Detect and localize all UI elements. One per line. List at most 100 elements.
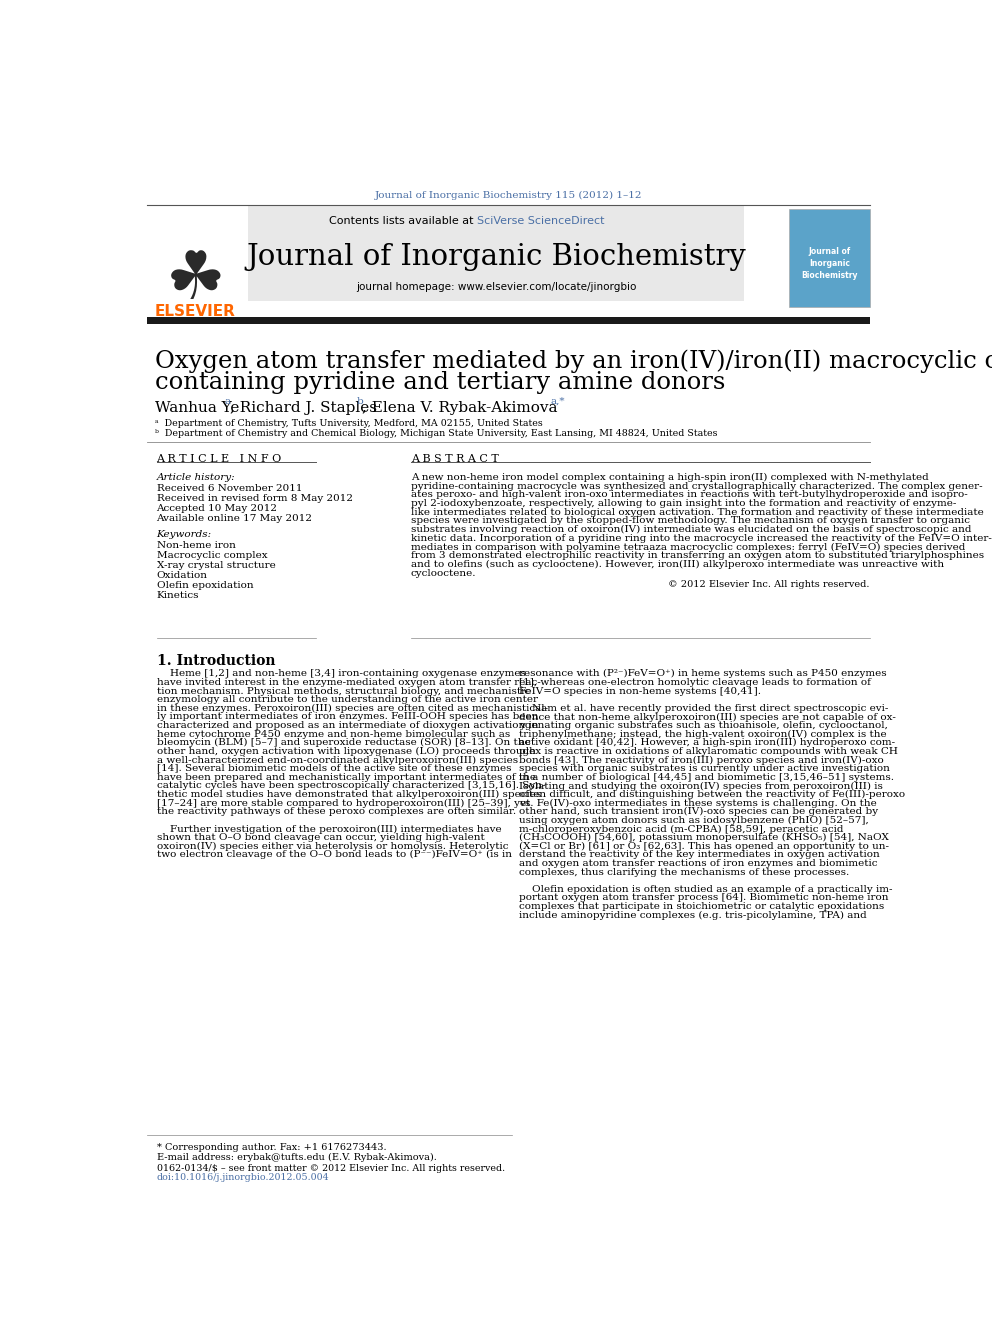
Text: Journal of Inorganic Biochemistry 115 (2012) 1–12: Journal of Inorganic Biochemistry 115 (2… [375, 191, 642, 200]
Text: Accepted 10 May 2012: Accepted 10 May 2012 [157, 504, 278, 513]
Text: X-ray crystal structure: X-ray crystal structure [157, 561, 276, 570]
Text: characterized and proposed as an intermediate of dioxygen activation in: characterized and proposed as an interme… [157, 721, 538, 730]
Text: (X=Cl or Br) [61] or O₃ [62,63]. This has opened an opportunity to un-: (X=Cl or Br) [61] or O₃ [62,63]. This ha… [519, 841, 889, 851]
Text: in a number of biological [44,45] and biomimetic [3,15,46–51] systems.: in a number of biological [44,45] and bi… [519, 773, 894, 782]
Text: Oxygen atom transfer mediated by an iron(IV)/iron(II) macrocyclic complex: Oxygen atom transfer mediated by an iron… [155, 349, 992, 373]
Text: [1], whereas one-electron homolytic cleavage leads to formation of: [1], whereas one-electron homolytic clea… [519, 677, 871, 687]
Text: ᵃ  Department of Chemistry, Tufts University, Medford, MA 02155, United States: ᵃ Department of Chemistry, Tufts Univers… [155, 419, 543, 429]
Text: A new non-heme iron model complex containing a high-spin iron(II) complexed with: A new non-heme iron model complex contai… [411, 472, 929, 482]
Text: Macrocyclic complex: Macrocyclic complex [157, 550, 267, 560]
Text: cyclooctene.: cyclooctene. [411, 569, 476, 578]
Text: bonds [43]. The reactivity of iron(III) peroxo species and iron(IV)-oxo: bonds [43]. The reactivity of iron(III) … [519, 755, 884, 765]
Text: pyridine-containing macrocycle was synthesized and crystallographically characte: pyridine-containing macrocycle was synth… [411, 482, 982, 491]
Text: species with organic substrates is currently under active investigation: species with organic substrates is curre… [519, 765, 890, 773]
Text: ᵇ  Department of Chemistry and Chemical Biology, Michigan State University, East: ᵇ Department of Chemistry and Chemical B… [155, 429, 717, 438]
Text: and to olefins (such as cyclooctene). However, iron(III) alkylperoxo intermediat: and to olefins (such as cyclooctene). Ho… [411, 560, 943, 569]
Text: ELSEVIER: ELSEVIER [155, 303, 236, 319]
Text: include aminopyridine complexes (e.g. tris-picolylamine, TPA) and: include aminopyridine complexes (e.g. tr… [519, 910, 867, 919]
Bar [147, 209, 244, 308]
Text: , Elena V. Rybak-Akimova: , Elena V. Rybak-Akimova [362, 401, 558, 414]
Text: tion mechanism. Physical methods, structural biology, and mechanistic: tion mechanism. Physical methods, struct… [157, 687, 530, 696]
Text: Olefin epoxidation is often studied as an example of a practically im-: Olefin epoxidation is often studied as a… [519, 885, 893, 894]
Text: Nam et al. have recently provided the first direct spectroscopic evi-: Nam et al. have recently provided the fi… [519, 704, 889, 713]
Text: A B S T R A C T: A B S T R A C T [411, 454, 499, 463]
Text: Oxidation: Oxidation [157, 570, 207, 579]
Text: m-chloroperoxybenzoic acid (m-CPBA) [58,59], peracetic acid: m-chloroperoxybenzoic acid (m-CPBA) [58,… [519, 824, 844, 833]
Text: portant oxygen atom transfer process [64]. Biomimetic non-heme iron: portant oxygen atom transfer process [64… [519, 893, 889, 902]
Text: and oxygen atom transfer reactions of iron enzymes and biomimetic: and oxygen atom transfer reactions of ir… [519, 859, 878, 868]
Text: pyl 2-iodoxybenzoate, respectively, allowing to gain insight into the formation : pyl 2-iodoxybenzoate, respectively, allo… [411, 499, 956, 508]
Text: mediates in comparison with polyamine tetraaza macrocyclic complexes: ferryl (Fe: mediates in comparison with polyamine te… [411, 542, 965, 552]
Text: resonance with (P²⁻)FeV=O⁺) in heme systems such as P450 enzymes: resonance with (P²⁻)FeV=O⁺) in heme syst… [519, 669, 887, 679]
Text: thetic model studies have demonstrated that alkylperoxoiron(III) species: thetic model studies have demonstrated t… [157, 790, 541, 799]
Text: dence that non-heme alkylperoxoiron(III) species are not capable of ox-: dence that non-heme alkylperoxoiron(III)… [519, 712, 896, 721]
Text: Non-heme iron: Non-heme iron [157, 541, 235, 549]
Text: catalytic cycles have been spectroscopically characterized [3,15,16]. Syn-: catalytic cycles have been spectroscopic… [157, 782, 545, 790]
Text: in these enzymes. Peroxoiron(III) species are often cited as mechanistical-: in these enzymes. Peroxoiron(III) specie… [157, 704, 548, 713]
Text: Article history:: Article history: [157, 472, 235, 482]
Text: complexes that participate in stoichiometric or catalytic epoxidations: complexes that participate in stoichiome… [519, 902, 885, 912]
Text: Further investigation of the peroxoiron(III) intermediates have: Further investigation of the peroxoiron(… [157, 824, 501, 833]
Text: b: b [356, 397, 363, 406]
Text: substrates involving reaction of oxoiron(IV) intermediate was elucidated on the : substrates involving reaction of oxoiron… [411, 525, 971, 534]
Text: like intermediates related to biological oxygen activation. The formation and re: like intermediates related to biological… [411, 508, 983, 517]
Text: A R T I C L E   I N F O: A R T I C L E I N F O [157, 454, 282, 463]
Text: triphenylmethane; instead, the high-valent oxoiron(IV) complex is the: triphenylmethane; instead, the high-vale… [519, 730, 887, 738]
Text: ☘: ☘ [166, 247, 225, 314]
Text: ygenating organic substrates such as thioanisole, olefin, cyclooctanol,: ygenating organic substrates such as thi… [519, 721, 888, 730]
Text: complexes, thus clarifying the mechanisms of these processes.: complexes, thus clarifying the mechanism… [519, 868, 849, 877]
Text: a: a [225, 397, 231, 406]
Text: other hand, oxygen activation with lipoxygenase (LO) proceeds through: other hand, oxygen activation with lipox… [157, 747, 536, 755]
Text: from 3 demonstrated electrophilic reactivity in transferring an oxygen atom to s: from 3 demonstrated electrophilic reacti… [411, 552, 984, 560]
Text: using oxygen atom donors such as iodosylbenzene (PhIO) [52–57],: using oxygen atom donors such as iodosyl… [519, 816, 869, 826]
Text: enzymology all contribute to the understanding of the active iron center: enzymology all contribute to the underst… [157, 695, 538, 704]
Text: two electron cleavage of the O–O bond leads to (P⁻⁻)FeIV=O⁺ (is in: two electron cleavage of the O–O bond le… [157, 851, 512, 860]
Text: SciVerse ScienceDirect: SciVerse ScienceDirect [477, 216, 605, 226]
Text: heme cytochrome P450 enzyme and non-heme bimolecular such as: heme cytochrome P450 enzyme and non-heme… [157, 730, 510, 738]
Text: have invited interest in the enzyme-mediated oxygen atom transfer reac-: have invited interest in the enzyme-medi… [157, 677, 541, 687]
Text: Heme [1,2] and non-heme [3,4] iron-containing oxygenase enzymes: Heme [1,2] and non-heme [3,4] iron-conta… [157, 669, 526, 679]
Text: a well-characterized end-on-coordinated alkylperoxoiron(III) species: a well-characterized end-on-coordinated … [157, 755, 518, 765]
Text: vs. Fe(IV)-oxo intermediates in these systems is challenging. On the: vs. Fe(IV)-oxo intermediates in these sy… [519, 799, 877, 808]
Text: a,*: a,* [551, 397, 564, 406]
Text: 0162-0134/$ – see front matter © 2012 Elsevier Inc. All rights reserved.: 0162-0134/$ – see front matter © 2012 El… [157, 1164, 505, 1172]
Text: , Richard J. Staples: , Richard J. Staples [230, 401, 377, 414]
Text: Journal of Inorganic Biochemistry: Journal of Inorganic Biochemistry [246, 243, 746, 271]
Bar [248, 205, 744, 302]
Text: derstand the reactivity of the key intermediates in oxygen activation: derstand the reactivity of the key inter… [519, 851, 880, 860]
Text: have been prepared and mechanistically important intermediates of the: have been prepared and mechanistically i… [157, 773, 536, 782]
Text: kinetic data. Incorporation of a pyridine ring into the macrocycle increased the: kinetic data. Incorporation of a pyridin… [411, 533, 992, 542]
Text: Olefin epoxidation: Olefin epoxidation [157, 581, 253, 590]
Text: often difficult, and distinguishing between the reactivity of Fe(III)-peroxo: often difficult, and distinguishing betw… [519, 790, 906, 799]
Text: oxoiron(IV) species either via heterolysis or homolysis. Heterolytic: oxoiron(IV) species either via heterolys… [157, 841, 508, 851]
Text: other hand, such transient iron(IV)-oxo species can be generated by: other hand, such transient iron(IV)-oxo … [519, 807, 878, 816]
Text: FeIV=O species in non-heme systems [40,41].: FeIV=O species in non-heme systems [40,4… [519, 687, 761, 696]
Text: Wanhua Ye: Wanhua Ye [155, 401, 239, 414]
Text: ates peroxo- and high-valent iron-oxo intermediates in reactions with tert-butyl: ates peroxo- and high-valent iron-oxo in… [411, 491, 967, 499]
Text: [17–24] are more stable compared to hydroperoxoiron(III) [25–39], yet: [17–24] are more stable compared to hydr… [157, 799, 530, 808]
Text: Received in revised form 8 May 2012: Received in revised form 8 May 2012 [157, 493, 352, 503]
Text: species were investigated by the stopped-flow methodology. The mechanism of oxyg: species were investigated by the stopped… [411, 516, 970, 525]
Text: doi:10.1016/j.jinorgbio.2012.05.004: doi:10.1016/j.jinorgbio.2012.05.004 [157, 1174, 329, 1181]
Text: Journal of
Inorganic
Biochemistry: Journal of Inorganic Biochemistry [801, 247, 857, 280]
Text: Available online 17 May 2012: Available online 17 May 2012 [157, 513, 312, 523]
Text: plex is reactive in oxidations of alkylaromatic compounds with weak CH: plex is reactive in oxidations of alkyla… [519, 747, 898, 755]
Text: 1. Introduction: 1. Introduction [157, 654, 275, 668]
Text: bleomycin (BLM) [5–7] and superoxide reductase (SOR) [8–13]. On the: bleomycin (BLM) [5–7] and superoxide red… [157, 738, 530, 747]
Text: Keywords:: Keywords: [157, 531, 211, 538]
Bar [147, 318, 870, 324]
Text: * Corresponding author. Fax: +1 6176273443.: * Corresponding author. Fax: +1 61762734… [157, 1143, 386, 1152]
Text: [14]. Several biomimetic models of the active site of these enzymes: [14]. Several biomimetic models of the a… [157, 765, 511, 773]
Text: the reactivity pathways of these peroxo complexes are often similar.: the reactivity pathways of these peroxo … [157, 807, 516, 816]
Text: shown that O–O bond cleavage can occur, yielding high-valent: shown that O–O bond cleavage can occur, … [157, 833, 484, 843]
Text: © 2012 Elsevier Inc. All rights reserved.: © 2012 Elsevier Inc. All rights reserved… [668, 581, 870, 590]
Text: E-mail address: erybak@tufts.edu (E.V. Rybak-Akimova).: E-mail address: erybak@tufts.edu (E.V. R… [157, 1152, 436, 1162]
Text: active oxidant [40,42]. However, a high-spin iron(III) hydroperoxo com-: active oxidant [40,42]. However, a high-… [519, 738, 896, 747]
Text: (CH₃COOOH) [54,60], potassium monopersulfate (KHSO₅) [54], NaOX: (CH₃COOOH) [54,60], potassium monopersul… [519, 833, 889, 843]
Bar [789, 209, 870, 307]
Text: journal homepage: www.elsevier.com/locate/jinorgbio: journal homepage: www.elsevier.com/locat… [356, 282, 636, 292]
Text: Isolating and studying the oxoiron(IV) species from peroxoiron(III) is: Isolating and studying the oxoiron(IV) s… [519, 782, 883, 791]
Text: Kinetics: Kinetics [157, 591, 199, 599]
Text: ly important intermediates of iron enzymes. FeIII-OOH species has been: ly important intermediates of iron enzym… [157, 712, 538, 721]
Text: Contents lists available at: Contents lists available at [329, 216, 477, 226]
